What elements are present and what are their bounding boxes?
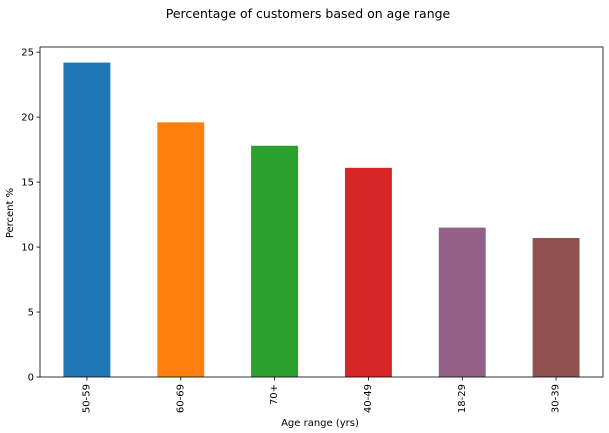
x-axis: 50-59 60-69 70+ 40-49 18-29 30-39 <box>81 377 562 413</box>
x-tick-label: 30-39 <box>551 384 562 413</box>
x-tick-label: 40-49 <box>363 384 374 413</box>
y-axis-label: Percent % <box>5 188 16 238</box>
bar-60-69 <box>157 122 205 377</box>
bars-group <box>63 62 580 378</box>
y-tick-label: 20 <box>21 113 34 124</box>
plot-border <box>39 46 604 378</box>
y-tick-label: 15 <box>21 178 34 189</box>
bar-30-39 <box>532 237 580 377</box>
bar-50-59 <box>63 62 111 378</box>
y-tick-label: 10 <box>21 243 34 254</box>
y-tick-label: 0 <box>28 373 34 384</box>
y-tick-label: 25 <box>21 48 34 59</box>
bar-40-49 <box>344 167 392 377</box>
chart-title: Percentage of customers based on age ran… <box>166 6 451 21</box>
bar-18-29 <box>438 227 486 377</box>
x-axis-label: Age range (yrs) <box>281 418 359 429</box>
y-axis: 0 5 10 15 20 25 <box>21 48 40 384</box>
x-tick-label: 18-29 <box>457 384 468 413</box>
plot-frame <box>39 46 604 378</box>
x-tick-label: 60-69 <box>175 384 186 413</box>
x-tick-label: 50-59 <box>81 384 92 413</box>
x-tick-label: 70+ <box>269 384 280 405</box>
y-tick-label: 5 <box>28 308 34 319</box>
bar-70+ <box>251 145 299 377</box>
